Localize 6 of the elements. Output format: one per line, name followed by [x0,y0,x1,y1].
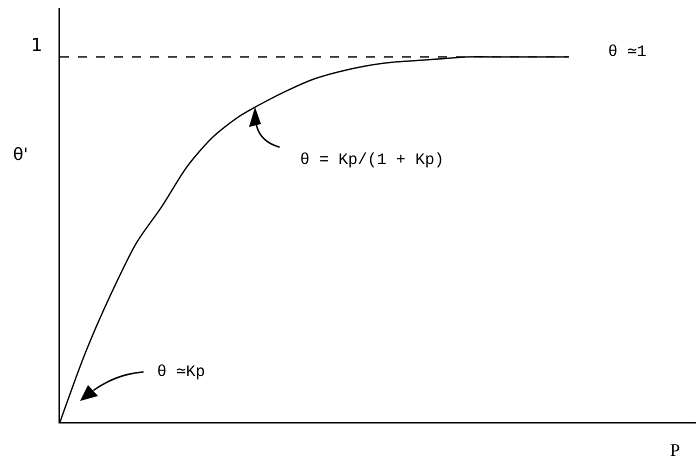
x-axis-title: P [670,440,680,460]
ref-line-label: 1 [31,35,42,56]
y-axis-title: θ' [13,145,28,165]
annotation: θ ≃1 [608,43,646,61]
annotation: θ ≃Kp [157,363,206,381]
annotation: θ = Kp/(1 + Kp) [300,151,444,169]
